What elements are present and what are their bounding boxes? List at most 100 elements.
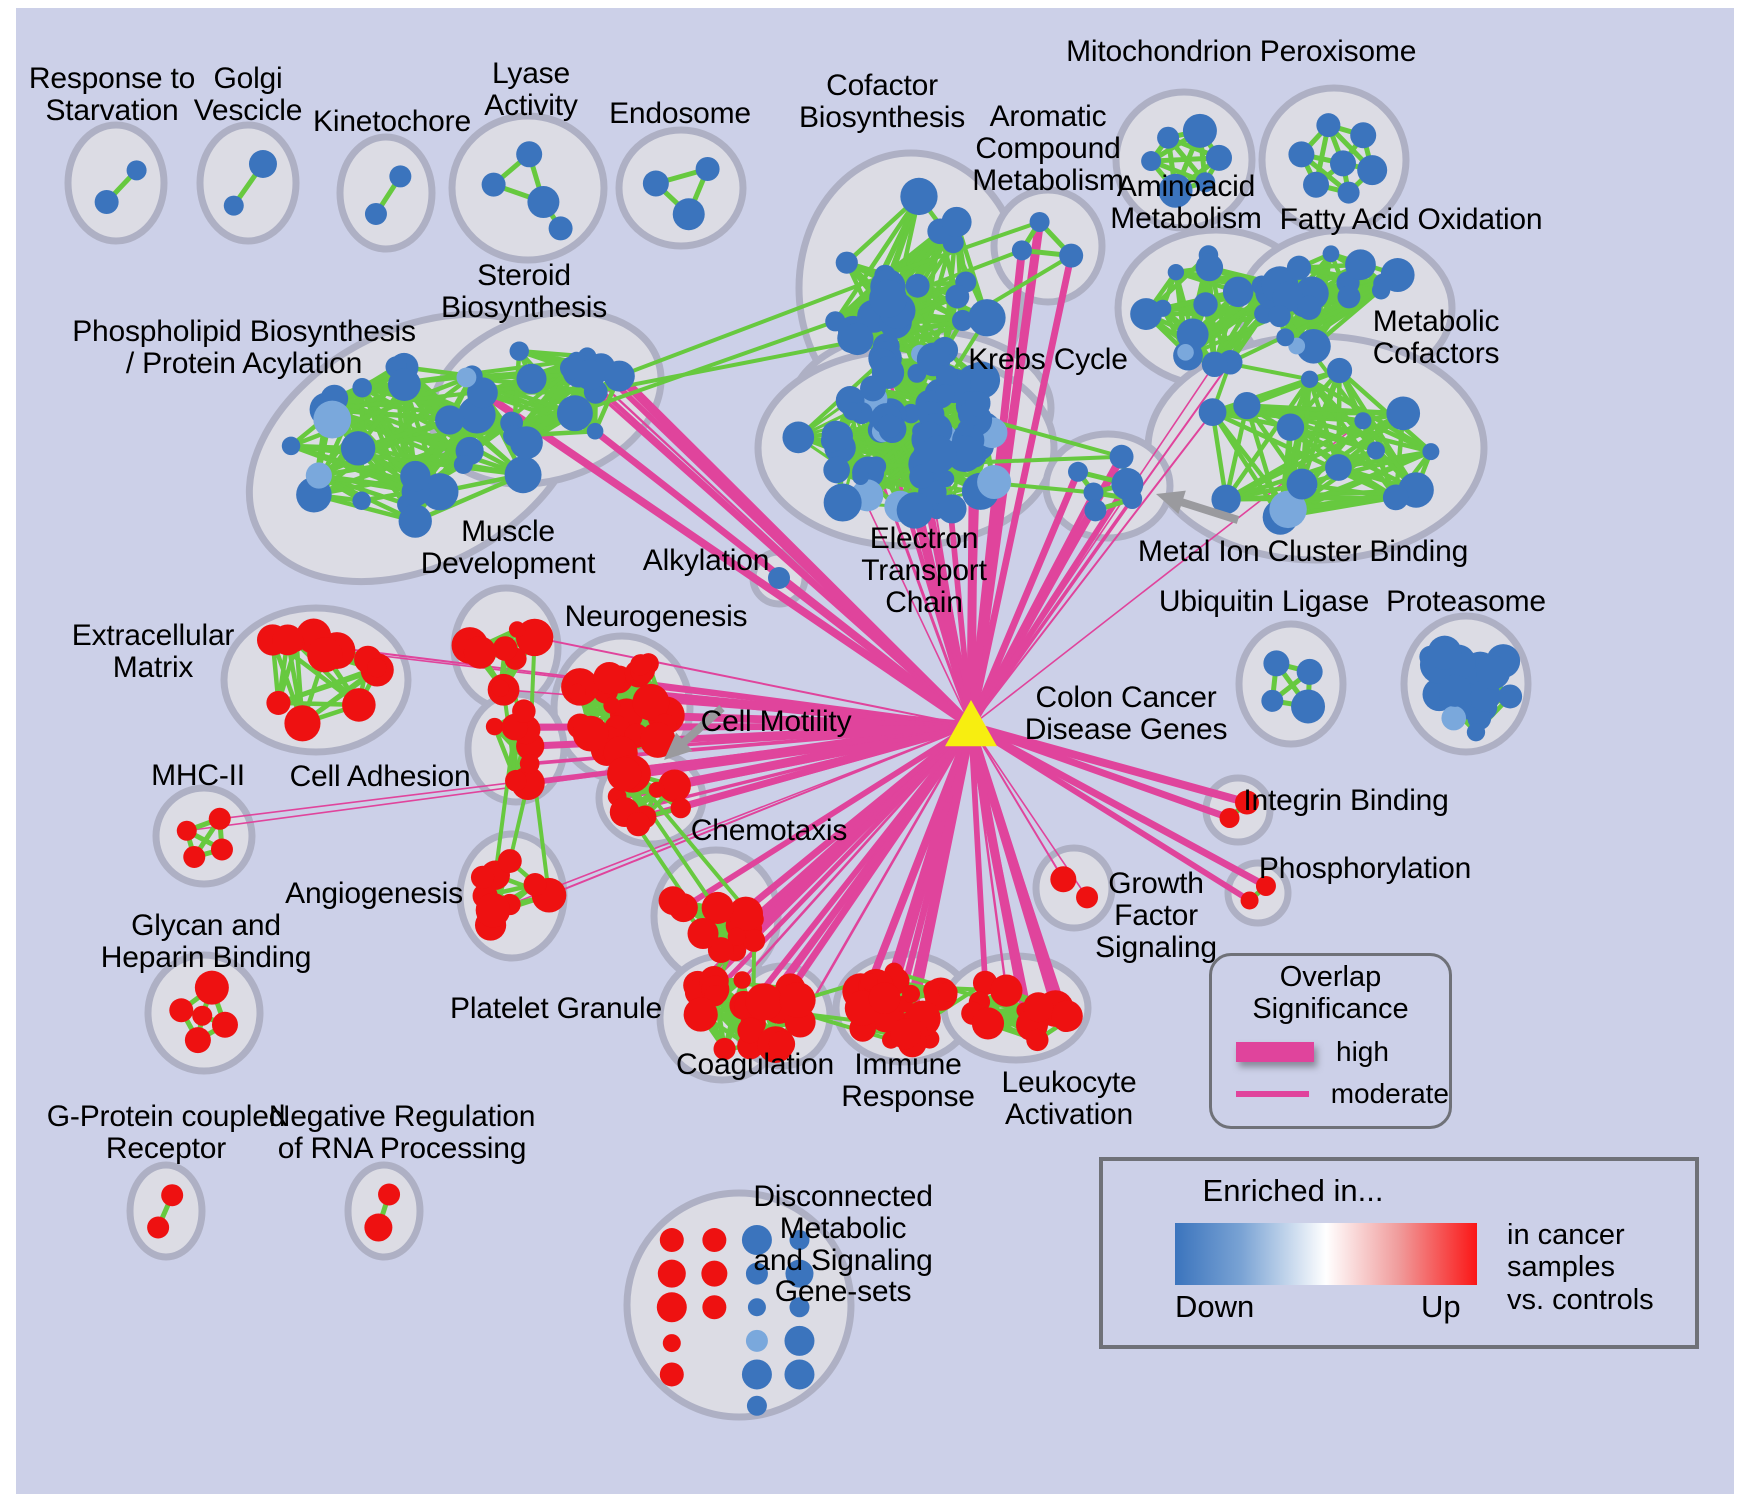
gene-set-node[interactable]	[657, 1259, 686, 1288]
gene-set-node[interactable]	[183, 845, 206, 868]
gene-set-node[interactable]	[1158, 173, 1193, 208]
gene-set-node[interactable]	[527, 186, 560, 219]
gene-set-node[interactable]	[843, 402, 862, 421]
gene-set-node[interactable]	[1286, 255, 1312, 280]
gene-set-node[interactable]	[169, 998, 194, 1023]
gene-set-node[interactable]	[957, 419, 974, 437]
gene-set-node[interactable]	[632, 683, 670, 721]
gene-set-node[interactable]	[745, 1329, 768, 1352]
gene-set-node[interactable]	[656, 1292, 687, 1323]
gene-set-node[interactable]	[1076, 886, 1099, 909]
gene-set-node[interactable]	[1011, 240, 1032, 261]
gene-set-node[interactable]	[463, 636, 497, 669]
gene-set-node[interactable]	[890, 1018, 922, 1050]
gene-set-node[interactable]	[841, 322, 874, 356]
gene-set-node[interactable]	[1366, 441, 1385, 460]
gene-set-node[interactable]	[352, 491, 371, 510]
cluster-blob-kinetochore[interactable]	[336, 133, 436, 253]
gene-set-node[interactable]	[607, 756, 642, 792]
gene-set-node[interactable]	[1201, 351, 1228, 378]
gene-set-node[interactable]	[713, 1037, 736, 1061]
gene-set-node[interactable]	[1263, 650, 1290, 677]
gene-set-node[interactable]	[176, 820, 197, 841]
gene-set-node[interactable]	[1154, 299, 1172, 317]
gene-set-node[interactable]	[1441, 705, 1467, 731]
gene-set-node[interactable]	[968, 299, 1006, 337]
gene-set-node[interactable]	[248, 149, 277, 178]
gene-set-node[interactable]	[1276, 328, 1295, 347]
gene-set-node[interactable]	[516, 363, 547, 394]
gene-set-node[interactable]	[1498, 684, 1523, 709]
gene-set-node[interactable]	[94, 190, 119, 215]
gene-set-node[interactable]	[523, 873, 547, 897]
gene-set-node[interactable]	[701, 891, 734, 924]
gene-set-node[interactable]	[568, 683, 586, 702]
gene-set-node[interactable]	[1272, 281, 1304, 312]
gene-set-node[interactable]	[481, 172, 506, 197]
gene-set-node[interactable]	[658, 769, 691, 803]
gene-set-node[interactable]	[211, 1011, 238, 1038]
gene-set-node[interactable]	[435, 405, 465, 435]
gene-set-node[interactable]	[1296, 329, 1331, 364]
gene-set-node[interactable]	[782, 421, 815, 454]
gene-set-node[interactable]	[1382, 484, 1409, 511]
gene-set-node[interactable]	[823, 421, 853, 451]
gene-set-node[interactable]	[505, 769, 527, 792]
gene-set-node[interactable]	[364, 202, 387, 225]
gene-set-node[interactable]	[1195, 172, 1216, 193]
gene-set-node[interactable]	[963, 361, 1001, 399]
gene-set-node[interactable]	[938, 982, 958, 1002]
gene-set-node[interactable]	[1195, 253, 1224, 282]
gene-set-node[interactable]	[1386, 396, 1421, 431]
gene-set-node[interactable]	[1182, 113, 1217, 148]
gene-set-node[interactable]	[745, 983, 783, 1021]
gene-set-node[interactable]	[860, 973, 878, 991]
gene-set-node[interactable]	[1354, 412, 1372, 430]
gene-set-node[interactable]	[400, 460, 431, 492]
gene-set-node[interactable]	[1130, 298, 1163, 330]
gene-set-node[interactable]	[900, 177, 938, 216]
gene-set-node[interactable]	[1288, 141, 1315, 168]
gene-set-node[interactable]	[1177, 344, 1194, 361]
gene-set-node[interactable]	[1109, 444, 1134, 469]
gene-set-node[interactable]	[784, 1325, 815, 1356]
gene-set-node[interactable]	[860, 375, 886, 402]
gene-set-node[interactable]	[367, 658, 387, 678]
gene-set-node[interactable]	[208, 807, 231, 830]
gene-set-node[interactable]	[658, 886, 688, 915]
gene-set-node[interactable]	[1373, 273, 1394, 294]
gene-set-node[interactable]	[1026, 1028, 1049, 1052]
gene-set-node[interactable]	[1300, 370, 1319, 388]
gene-set-node[interactable]	[789, 1230, 810, 1251]
gene-set-node[interactable]	[1234, 790, 1259, 815]
gene-set-node[interactable]	[683, 997, 718, 1032]
gene-set-node[interactable]	[779, 981, 816, 1019]
cluster-blob-response-to-starvation[interactable]	[64, 121, 168, 245]
gene-set-node[interactable]	[272, 624, 304, 656]
gene-set-node[interactable]	[727, 927, 746, 946]
gene-set-node[interactable]	[902, 984, 921, 1003]
gene-set-node[interactable]	[147, 1216, 170, 1239]
gene-set-node[interactable]	[470, 865, 495, 889]
gene-set-node[interactable]	[467, 377, 498, 409]
colon-cancer-hub-node[interactable]	[945, 700, 997, 747]
gene-set-node[interactable]	[1240, 891, 1259, 910]
gene-set-node[interactable]	[266, 690, 291, 715]
gene-set-node[interactable]	[630, 654, 652, 676]
gene-set-node[interactable]	[896, 492, 934, 529]
gene-set-node[interactable]	[639, 722, 676, 758]
gene-set-node[interactable]	[1219, 807, 1240, 828]
gene-set-node[interactable]	[918, 435, 957, 474]
gene-set-node[interactable]	[194, 970, 229, 1005]
gene-set-node[interactable]	[935, 364, 959, 388]
gene-set-node[interactable]	[852, 468, 869, 485]
gene-set-node[interactable]	[572, 715, 609, 752]
gene-set-node[interactable]	[421, 473, 459, 511]
gene-set-node[interactable]	[977, 464, 1012, 500]
gene-set-node[interactable]	[835, 251, 858, 274]
gene-set-node[interactable]	[965, 391, 991, 417]
gene-set-node[interactable]	[785, 1259, 814, 1288]
gene-set-node[interactable]	[823, 456, 850, 484]
gene-set-node[interactable]	[784, 1359, 815, 1390]
gene-set-node[interactable]	[378, 1183, 401, 1206]
